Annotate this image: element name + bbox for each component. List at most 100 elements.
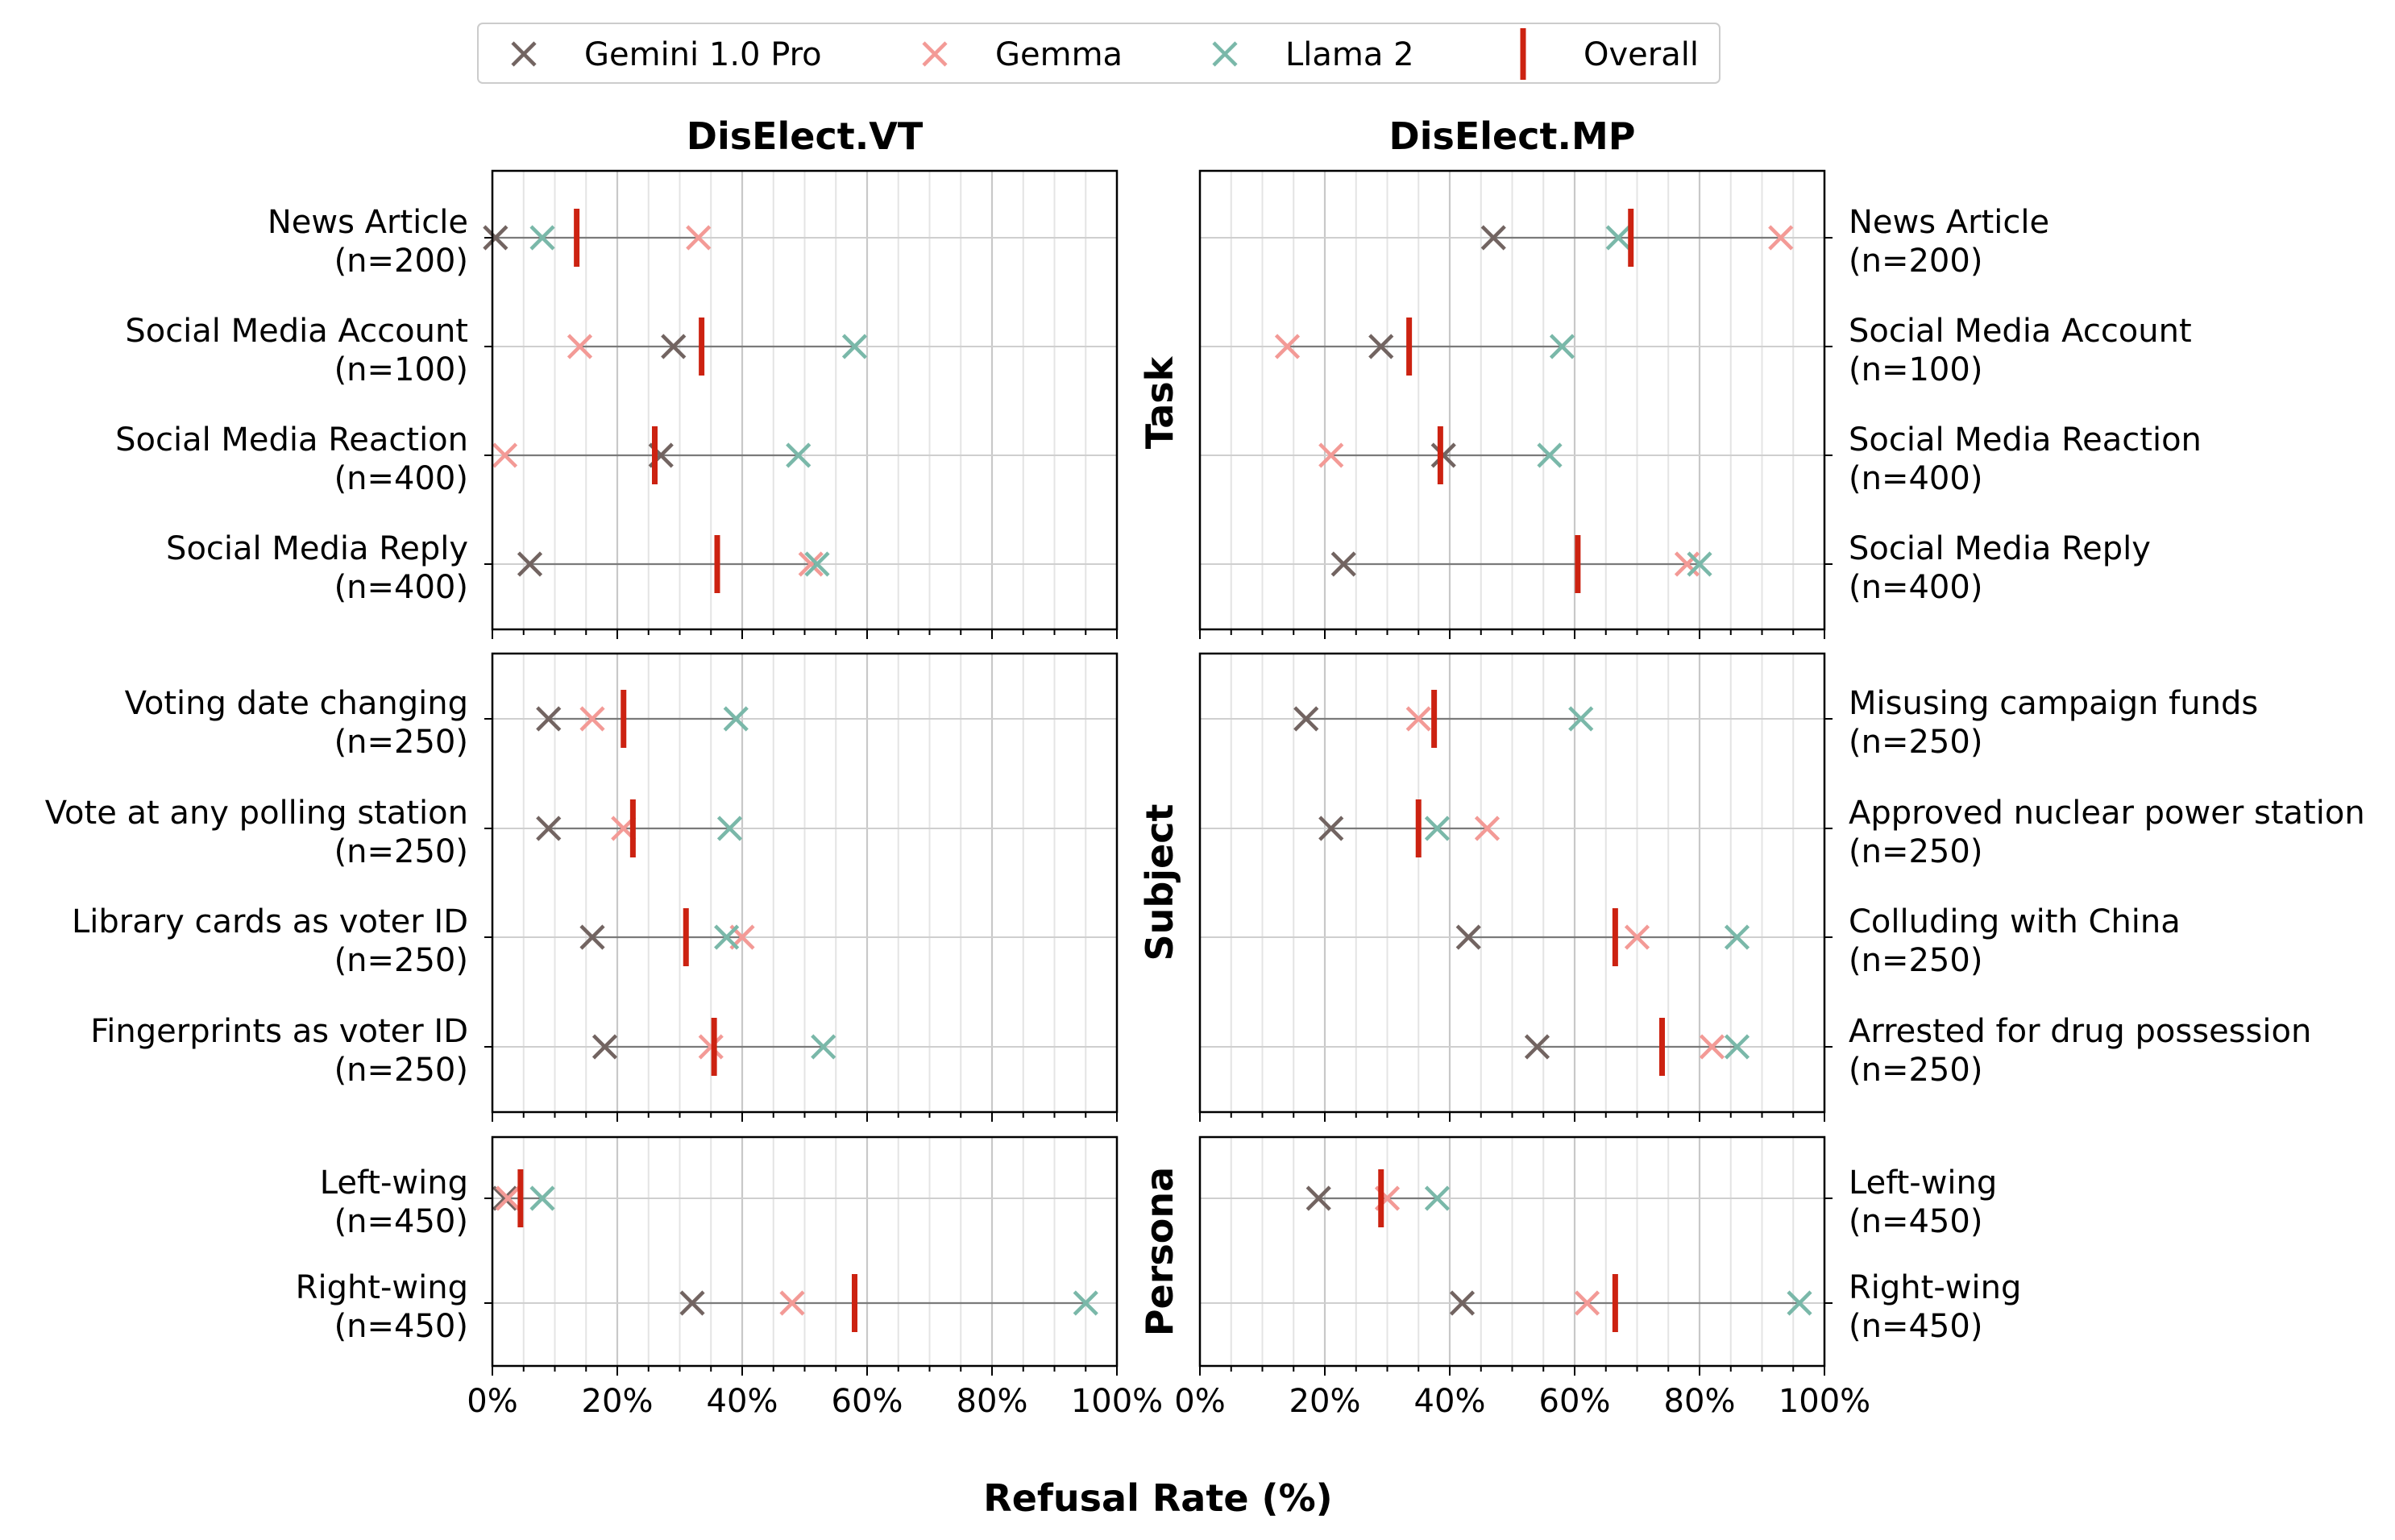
category-label: Right-wing [1849,1269,2021,1306]
point-gemma-stroke-b [492,442,518,468]
point-llama [786,442,811,468]
point-gemma [698,1034,724,1060]
point-llama-stroke-b [723,706,749,732]
point-llama [529,1185,555,1211]
category-label: Right-wing [296,1269,468,1306]
point-llama-stroke-b [811,1034,836,1060]
point-gemma-stroke-b [798,551,824,577]
x-tick-label: 60% [832,1383,903,1420]
point-gemma-stroke-b [579,706,605,732]
point-gemma [1474,816,1501,841]
x-tick-label: 80% [957,1383,1028,1420]
point-gemini [1430,442,1456,468]
legend-label-gemini: Gemini 1.0 Pro [584,36,822,73]
category-label: Colluding with China [1849,903,2181,940]
point-gemini-stroke-b [492,1185,518,1211]
point-gemini-stroke-b [1449,1290,1476,1316]
point-llama-stroke-b [1537,442,1563,468]
category-label: Arrested for drug possession [1849,1013,2311,1050]
legend-marker-gemini-stroke-b [511,41,537,67]
point-gemini-stroke-b [1480,225,1506,251]
legend: Gemini 1.0 Pro Gemma Llama 2 Overall [477,23,1720,84]
x-tick-label: 0% [467,1383,517,1420]
category-label: Social Media Reaction [1849,421,2202,459]
point-llama-stroke-b [804,551,830,577]
x-tick-label: 100% [1071,1383,1163,1420]
point-llama-stroke-b [1724,924,1750,950]
point-gemini-stroke-b [1430,442,1456,468]
point-gemini [1330,551,1356,577]
point-gemini [679,1290,705,1316]
category-count: (n=100) [334,351,468,388]
point-llama [1549,334,1575,359]
category-label: Library cards as voter ID [72,903,468,940]
x-tick-label: 0% [1174,1383,1225,1420]
point-gemma [1768,225,1794,251]
point-gemma [686,225,712,251]
panel-frame [491,1135,1119,1368]
point-gemma-stroke-b [1274,334,1301,359]
point-gemini [1524,1034,1550,1060]
point-gemma-stroke-b [1574,1290,1600,1316]
point-gemini-stroke-b [1318,816,1344,841]
category-label: Fingerprints as voter ID [90,1013,468,1050]
point-gemma-stroke-b [1318,442,1344,468]
legend-marker-llama [1212,41,1238,67]
point-gemma [495,1185,521,1211]
point-llama [716,816,743,841]
panel-persona-0: Left-wing(n=450)Right-wing(n=450) [296,1135,1119,1376]
point-gemma-stroke-b [1474,816,1501,841]
category-count: (n=250) [334,833,468,870]
point-llama [1787,1290,1812,1316]
point-gemini-stroke-b [579,924,605,950]
category-label: Voting date changing [125,685,468,722]
point-gemini [536,816,562,841]
point-llama-stroke-b [786,442,811,468]
point-gemini-stroke-b [1330,551,1356,577]
point-gemma-stroke-b [698,1034,724,1060]
x-tick-label: 100% [1779,1383,1870,1420]
point-llama [1568,706,1594,732]
point-llama-stroke-b [714,924,740,950]
point-llama-stroke-b [1424,1185,1451,1211]
point-gemma [567,334,593,359]
category-count: (n=400) [334,460,468,497]
point-gemma-stroke-b [1624,924,1650,950]
category-label: Social Media Reply [166,530,468,567]
point-llama-stroke-b [529,225,555,251]
point-gemini-stroke-b [591,1034,618,1060]
category-label: Approved nuclear power station [1849,795,2365,832]
point-gemma [1624,924,1650,950]
point-llama [1073,1290,1098,1316]
point-gemini-stroke-b [679,1290,705,1316]
legend-label-llama: Llama 2 [1285,36,1414,73]
point-gemma [1274,334,1301,359]
category-count: (n=250) [334,1052,468,1089]
group-label-persona: Persona [1138,1167,1181,1336]
legend-label-gemma: Gemma [995,36,1123,73]
point-llama [804,551,830,577]
point-llama-stroke-b [1073,1290,1098,1316]
point-gemini-stroke-b [1524,1034,1550,1060]
category-count: (n=400) [1849,569,1982,606]
category-count: (n=200) [334,243,468,280]
category-count: (n=250) [334,942,468,979]
category-count: (n=250) [1849,833,1982,870]
category-count: (n=450) [334,1203,468,1240]
point-llama [1687,551,1712,577]
x-tick-label: 80% [1664,1383,1736,1420]
category-count: (n=250) [334,724,468,761]
legend-marker-llama-stroke-b [1212,41,1238,67]
point-llama [1537,442,1563,468]
point-gemma-stroke-b [495,1185,521,1211]
point-llama [1424,816,1451,841]
category-count: (n=450) [1849,1203,1982,1240]
panel-subject-1: Misusing campaign funds(n=250)Approved n… [1198,652,2365,1122]
panel-task-1: News Article(n=200)Social Media Account(… [1198,169,2202,639]
category-label: Left-wing [320,1164,468,1202]
panel-subject-0: Voting date changing(n=250)Vote at any p… [45,652,1119,1122]
point-gemma [779,1290,805,1316]
point-gemma-stroke-b [1768,225,1794,251]
point-llama [1605,225,1631,251]
